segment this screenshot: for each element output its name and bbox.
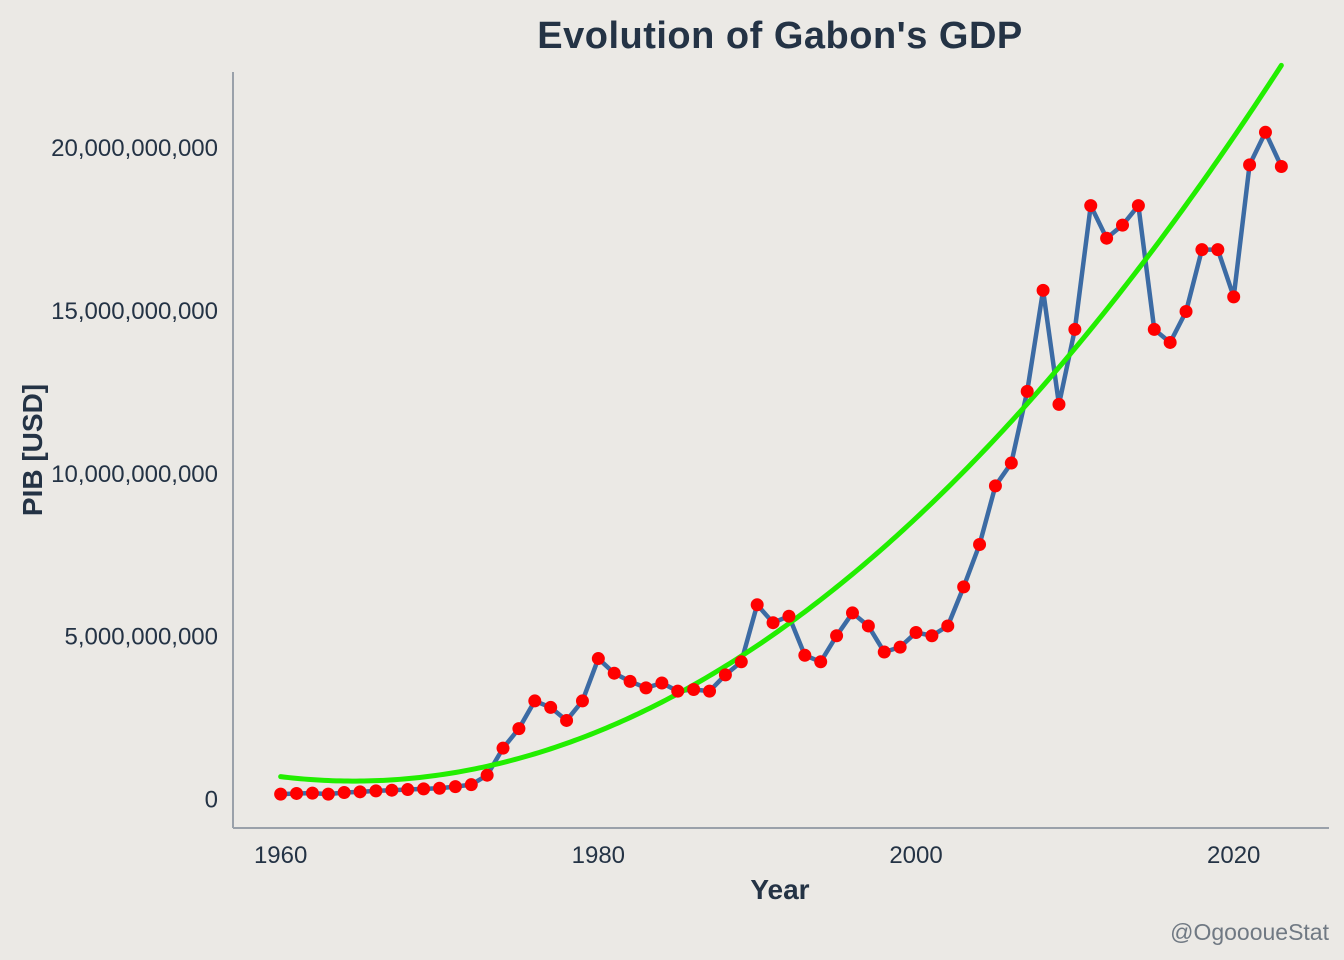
axes: [232, 72, 1329, 829]
gdp-data-point: [1163, 335, 1177, 349]
gdp-data-point: [512, 722, 526, 736]
gdp-data-point: [1147, 322, 1161, 336]
gdp-data-point: [1227, 290, 1241, 304]
gdp-data-point: [687, 683, 701, 697]
gdp-data-point: [639, 681, 653, 695]
gdp-data-point: [1179, 305, 1193, 319]
x-tick-label: 2000: [889, 842, 942, 869]
gdp-data-point: [528, 694, 542, 708]
gdp-data-point: [560, 713, 574, 727]
gdp-data-point: [432, 781, 446, 795]
gdp-data-point: [575, 694, 589, 708]
gdp-data-point: [1036, 283, 1050, 297]
gdp-data-point: [718, 668, 732, 682]
y-axis-label: PIB [USD]: [17, 384, 48, 516]
gdp-data-point: [591, 652, 605, 666]
gdp-data-point: [845, 606, 859, 620]
gdp-data-point: [1084, 199, 1098, 213]
gdp-data-point: [750, 598, 764, 612]
gdp-data-point: [1258, 125, 1272, 139]
y-tick-label: 0: [205, 787, 218, 814]
gdp-data-point: [1052, 397, 1066, 411]
gdp-data-points: [274, 125, 1288, 801]
x-tick-label: 2020: [1207, 842, 1260, 869]
gdp-series-line: [278, 130, 1284, 797]
gdp-data-point: [893, 640, 907, 654]
gdp-data-point: [1068, 322, 1082, 336]
gdp-data-point: [464, 778, 478, 792]
gdp-data-point: [1274, 160, 1288, 173]
chart-title: Evolution of Gabon's GDP: [537, 15, 1022, 57]
gdp-data-point: [671, 684, 685, 698]
gdp-data-point: [274, 787, 288, 801]
gdp-data-point: [448, 780, 462, 794]
plot-area: [274, 62, 1288, 801]
x-axis-label: Year: [750, 874, 809, 905]
gdp-data-point: [782, 609, 796, 623]
gdp-data-point: [798, 648, 812, 662]
gdp-data-point: [337, 785, 351, 799]
gdp-data-point: [655, 676, 669, 690]
gdp-data-point: [417, 782, 431, 796]
y-tick-label: 10,000,000,000: [51, 461, 218, 488]
gdp-data-point: [1131, 199, 1145, 213]
x-tick-label: 1960: [254, 842, 307, 869]
gdp-data-point: [766, 616, 780, 630]
gdp-data-point: [1004, 456, 1018, 470]
gdp-data-point: [353, 785, 367, 799]
y-tick-label: 5,000,000,000: [65, 624, 218, 651]
gdp-data-point: [1243, 158, 1257, 172]
gdp-data-point: [369, 784, 383, 798]
gdp-data-point: [1211, 243, 1225, 257]
y-tick-label: 15,000,000,000: [51, 298, 218, 325]
gdp-data-point: [1195, 243, 1209, 257]
gdp-data-point: [623, 674, 637, 688]
gdp-data-point: [973, 538, 987, 551]
gdp-data-point: [734, 655, 748, 669]
x-axis-ticks: 1960 1980 2000 2020: [254, 842, 1260, 869]
source-credit: @OgoooueStat: [1170, 919, 1330, 945]
gdp-data-point: [814, 655, 828, 669]
gdp-data-point: [480, 768, 494, 782]
gdp-data-point: [1100, 231, 1114, 245]
quadratic-trend-line: [278, 62, 1284, 784]
gdp-data-point: [941, 619, 955, 633]
gdp-data-point: [1116, 218, 1130, 232]
gdp-data-point: [290, 786, 304, 800]
gdp-data-point: [385, 783, 399, 797]
y-axis-ticks: 0 5,000,000,000 10,000,000,000 15,000,000,0…: [51, 135, 218, 814]
gdp-data-point: [703, 684, 717, 698]
gdp-data-point: [305, 786, 319, 800]
gdp-data-point: [957, 580, 971, 594]
gdp-data-point: [830, 629, 844, 643]
gdp-data-point: [607, 666, 621, 680]
gdp-data-point: [544, 700, 558, 714]
gdp-data-point: [861, 619, 875, 633]
gdp-data-point: [988, 479, 1002, 493]
y-tick-label: 20,000,000,000: [51, 135, 218, 162]
gdp-data-point: [321, 787, 335, 801]
gdp-data-point: [925, 629, 939, 643]
gdp-data-point: [909, 625, 923, 639]
x-tick-label: 1980: [572, 842, 625, 869]
gdp-data-point: [401, 783, 415, 797]
gdp-data-point: [496, 741, 510, 755]
gdp-data-point: [1020, 384, 1034, 398]
gdp-data-point: [877, 645, 891, 659]
